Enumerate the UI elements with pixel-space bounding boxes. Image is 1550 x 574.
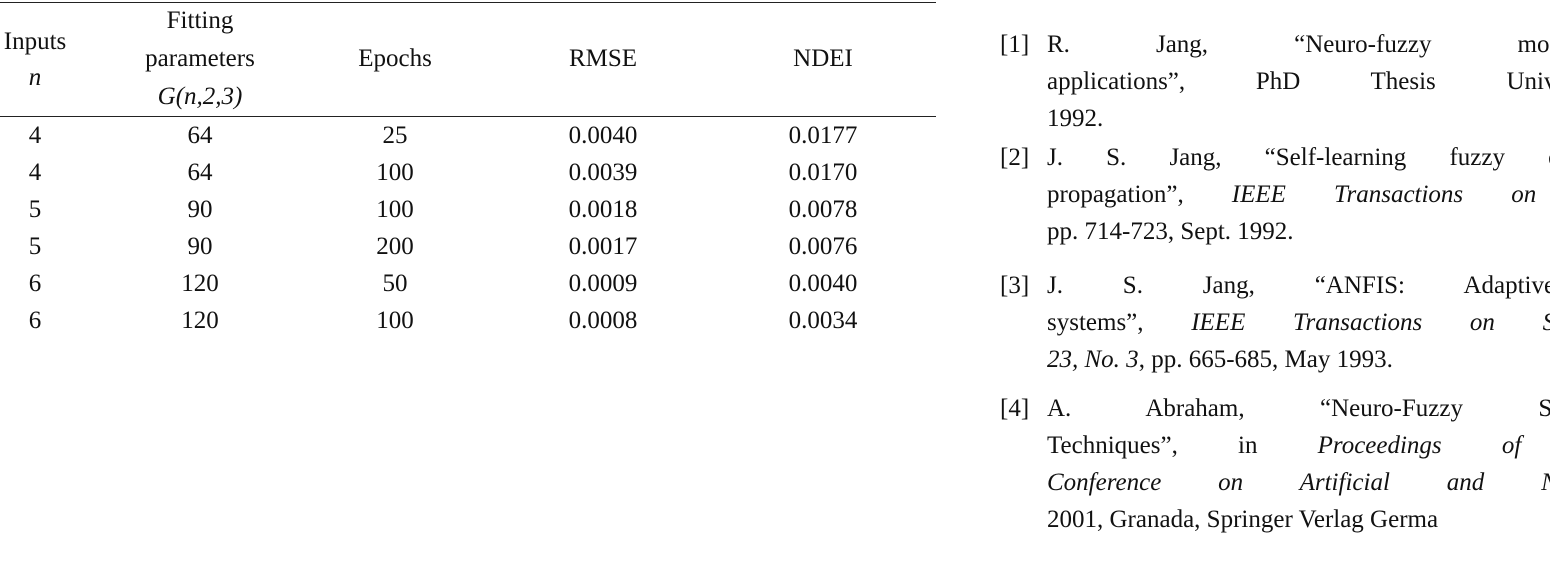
reference-text: R. Jang, “Neuro-fuzzy modeling: [1047, 31, 1550, 58]
reference-line: A. Abraham, “Neuro-Fuzzy System: [1047, 391, 1550, 427]
table-cell: 5: [28, 196, 42, 223]
table-cell: 0.0034: [788, 307, 858, 334]
table-cell: 90: [187, 233, 213, 260]
table-cell: 0.0009: [568, 270, 638, 297]
reference-text: A. Abraham, “Neuro-Fuzzy System: [1047, 395, 1550, 422]
reference-line: J. S. Jang, “ANFIS: Adaptive-netw: [1047, 268, 1550, 304]
reference-text: propagation”,: [1047, 181, 1232, 208]
reference-number: [3]: [1000, 272, 1030, 299]
reference-text: Proceedings of the: [1317, 432, 1522, 459]
reference-number: [4]: [1000, 395, 1030, 422]
reference-number: [1]: [1000, 31, 1030, 58]
header-text: G(n,2,3): [157, 83, 243, 110]
reference-line: 23, No. 3, pp. 665-685, May 1993.: [1047, 342, 1550, 378]
table-cell: 0.0008: [568, 307, 638, 334]
table-cell: 0.0177: [788, 122, 858, 149]
reference-text: 23, No. 3: [1047, 346, 1139, 373]
table-cell: 100: [376, 196, 414, 223]
reference-text: IEEE Transactions on Ne: [1231, 181, 1537, 208]
reference-text: IEEE Transactions on System: [1191, 309, 1550, 336]
reference-text: , pp. 665-685, May 1993.: [1138, 346, 1393, 373]
header-text: NDEI: [793, 45, 853, 72]
table-cell: 100: [376, 307, 414, 334]
table-cell: 0.0040: [568, 122, 638, 149]
table-cell: 0.0018: [568, 196, 638, 223]
reference-text: pp. 714-723, Sept. 1992.: [1047, 218, 1294, 245]
table-cell: 200: [376, 233, 414, 260]
table-cell: 25: [382, 122, 408, 149]
reference-text: J. S. Jang, “ANFIS: Adaptive-netw: [1047, 272, 1550, 299]
table-cell: 0.0040: [788, 270, 858, 297]
table-cell: 120: [181, 307, 219, 334]
table-cell: 64: [187, 122, 213, 149]
table-cell: 64: [187, 159, 213, 186]
table-cell: 0.0039: [568, 159, 638, 186]
header-text: n: [28, 64, 42, 91]
table-cell: 90: [187, 196, 213, 223]
reference-text: 2001, Granada, Springer Verlag Germa: [1047, 506, 1439, 533]
reference-line: pp. 714-723, Sept. 1992.: [1047, 214, 1550, 250]
reference-text: 1992.: [1047, 105, 1104, 132]
table-cell: 100: [376, 159, 414, 186]
header-text: RMSE: [568, 45, 638, 72]
reference-line: R. Jang, “Neuro-fuzzy modeling: [1047, 27, 1550, 63]
reference-line: Techniques”, in Proceedings of the: [1047, 428, 1550, 464]
reference-line: J. S. Jang, “Self-learning fuzzy contro: [1047, 140, 1550, 176]
reference-line: 2001, Granada, Springer Verlag Germa: [1047, 502, 1550, 538]
reference-line: 1992.: [1047, 101, 1550, 137]
table-cell: 0.0078: [788, 196, 858, 223]
table-cell: 0.0017: [568, 233, 638, 260]
table-cell: 5: [28, 233, 42, 260]
reference-text: Techniques”, in: [1047, 432, 1318, 459]
reference-line: systems”, IEEE Transactions on System: [1047, 305, 1550, 341]
table-cell: 4: [28, 159, 42, 186]
header-rule: [0, 116, 936, 117]
table-cell: 6: [28, 270, 42, 297]
reference-number: [2]: [1000, 144, 1030, 171]
top-rule: [0, 2, 936, 3]
reference-text: applications”, PhD Thesis University: [1047, 68, 1550, 95]
reference-text: Conference on Artificial and Natura: [1047, 469, 1550, 496]
table-cell: 120: [181, 270, 219, 297]
reference-text: systems”,: [1047, 309, 1192, 336]
table-cell: 6: [28, 307, 42, 334]
table-cell: 0.0170: [788, 159, 858, 186]
table-cell: 0.0076: [788, 233, 858, 260]
header-text: Fitting: [166, 7, 234, 34]
reference-line: Conference on Artificial and Natura: [1047, 465, 1550, 501]
reference-line: propagation”, IEEE Transactions on Ne: [1047, 177, 1550, 213]
reference-line: applications”, PhD Thesis University: [1047, 64, 1550, 100]
header-text: Epochs: [358, 45, 432, 72]
header-text: parameters: [145, 45, 255, 72]
table-cell: 50: [382, 270, 408, 297]
header-text: Inputs: [3, 28, 67, 55]
table-cell: 4: [28, 122, 42, 149]
reference-text: J. S. Jang, “Self-learning fuzzy contro: [1047, 144, 1550, 171]
